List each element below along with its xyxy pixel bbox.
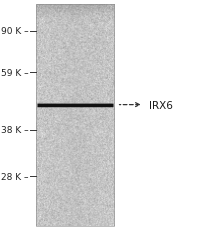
Text: IRX6: IRX6 [149, 100, 173, 110]
Bar [36, 5, 114, 226]
Text: 38 K –: 38 K – [1, 126, 28, 135]
Text: 90 K –: 90 K – [1, 27, 28, 36]
Text: 59 K –: 59 K – [1, 69, 28, 78]
Text: 28 K –: 28 K – [1, 172, 28, 181]
